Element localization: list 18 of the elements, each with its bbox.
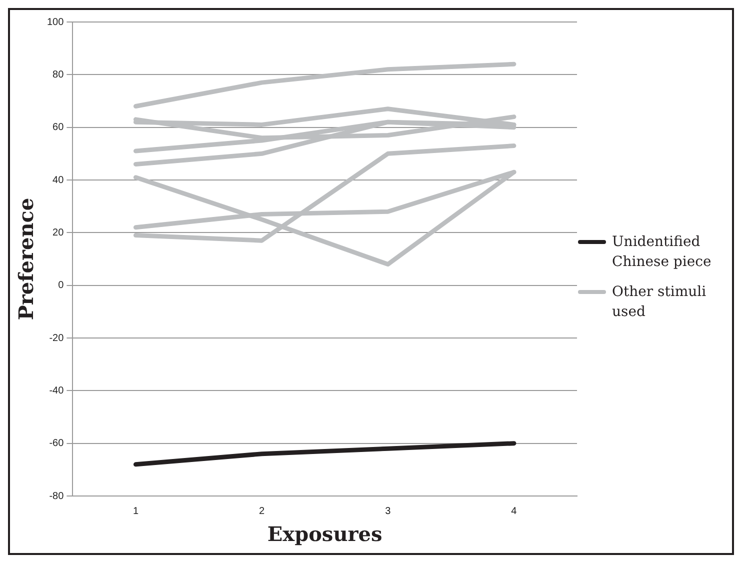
y-tick-label: 60 [52,122,64,134]
y-tick-label: -80 [49,490,64,502]
y-tick-label: 80 [52,69,64,80]
y-tick-label: -40 [49,385,64,396]
y-tick-label: 0 [58,280,64,292]
x-tick-label: 3 [385,506,392,517]
y-tick-label: 40 [52,174,64,186]
legend-label: Other stimuli used [612,283,708,322]
x-tick-label: 2 [259,506,266,517]
x-tick-label: 4 [511,506,518,517]
legend-label: Unidentified Chinese piece [612,233,712,272]
y-tick-label: -60 [49,438,64,450]
y-tick-label: -20 [49,332,64,344]
y-tick-label: 20 [52,227,64,238]
y-axis-title: Preference [14,198,38,320]
x-tick-label: 1 [132,506,139,517]
y-tick-label: 100 [46,16,64,28]
x-axis-title: Exposures [267,522,382,546]
